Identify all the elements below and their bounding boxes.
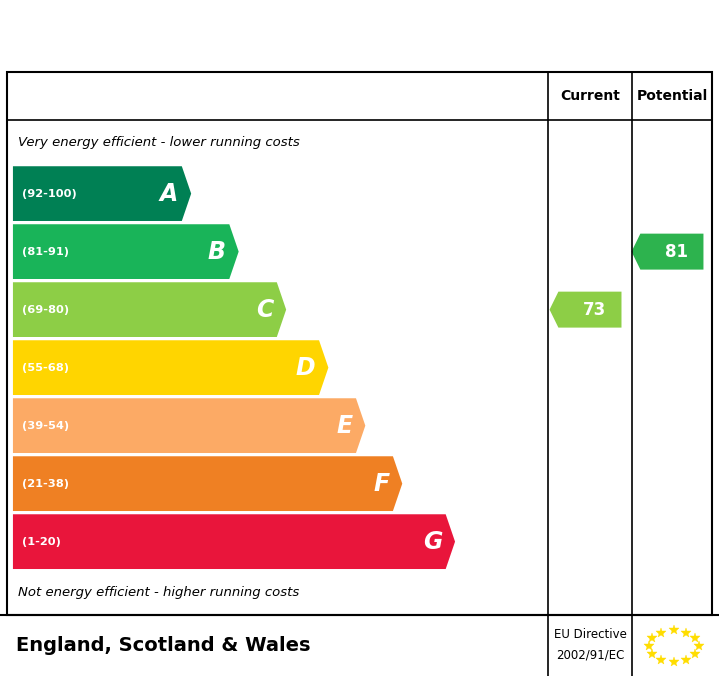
Polygon shape	[13, 456, 402, 511]
Polygon shape	[13, 224, 239, 279]
Text: (92-100): (92-100)	[22, 189, 77, 199]
Text: (1-20): (1-20)	[22, 537, 61, 547]
Polygon shape	[13, 398, 365, 453]
Text: England, Scotland & Wales: England, Scotland & Wales	[16, 636, 311, 655]
Text: 2002/91/EC: 2002/91/EC	[556, 648, 624, 661]
Text: D: D	[296, 356, 316, 380]
Text: (69-80): (69-80)	[22, 305, 70, 314]
Text: Potential: Potential	[636, 89, 707, 103]
Text: (55-68): (55-68)	[22, 362, 69, 372]
Text: F: F	[373, 472, 389, 496]
Text: 73: 73	[583, 301, 606, 318]
Text: (81-91): (81-91)	[22, 247, 69, 257]
Polygon shape	[13, 166, 191, 221]
Polygon shape	[549, 291, 621, 328]
Polygon shape	[631, 234, 703, 270]
Polygon shape	[13, 340, 329, 395]
Text: Energy Efficiency Rating: Energy Efficiency Rating	[18, 22, 459, 53]
Text: 81: 81	[665, 243, 688, 261]
Text: (39-54): (39-54)	[22, 420, 70, 431]
Text: C: C	[256, 297, 273, 322]
Text: Current: Current	[560, 89, 620, 103]
Text: A: A	[160, 182, 178, 206]
Text: B: B	[208, 239, 226, 264]
Polygon shape	[13, 514, 455, 569]
Text: EU Directive: EU Directive	[554, 628, 626, 641]
Text: (21-38): (21-38)	[22, 479, 69, 489]
Text: G: G	[423, 529, 442, 554]
Text: E: E	[336, 414, 352, 437]
Text: Not energy efficient - higher running costs: Not energy efficient - higher running co…	[18, 586, 299, 600]
Polygon shape	[13, 283, 286, 337]
Text: Very energy efficient - lower running costs: Very energy efficient - lower running co…	[18, 136, 300, 149]
